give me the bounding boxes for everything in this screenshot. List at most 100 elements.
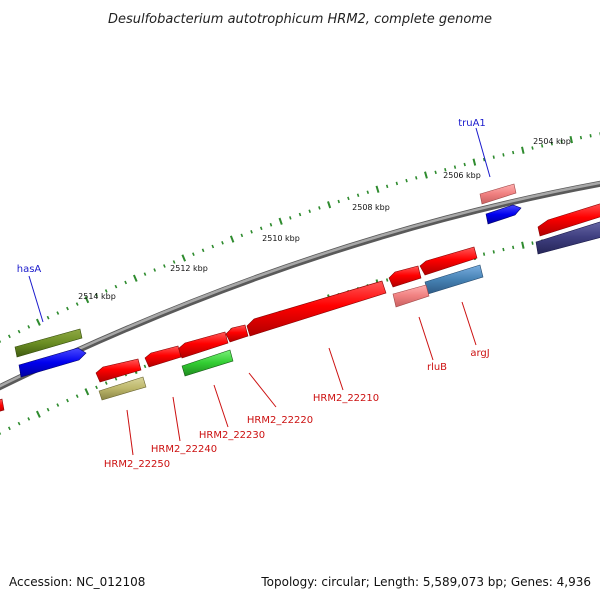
leader-lines — [28, 127, 491, 456]
ruler-tick — [395, 181, 399, 186]
gene-label-HRM2_22240[interactable]: HRM2_22240 — [151, 444, 217, 455]
gene-truA1-pink[interactable] — [479, 183, 517, 205]
gene-label-HRM2_22210[interactable]: HRM2_22210 — [313, 393, 379, 404]
ruler-tick — [17, 421, 21, 426]
leader-line-hasA — [28, 275, 44, 323]
gene-right-navy[interactable] — [535, 220, 600, 255]
leader-line-HRM2_22210 — [328, 347, 344, 391]
ruler-tick — [385, 278, 389, 282]
ruler-tick — [289, 216, 292, 220]
ruler-label: 2512 kbp — [170, 264, 208, 273]
ruler-tick — [114, 284, 118, 289]
leader-line-HRM2_22220 — [248, 372, 277, 408]
accession-text: Accession: NC_012108 — [9, 575, 145, 589]
ruler-tick — [259, 226, 263, 231]
ruler-tick — [143, 272, 147, 276]
ruler-tick — [153, 268, 157, 272]
leader-line-truA1 — [475, 127, 491, 178]
gene-HRM2_22220-red[interactable] — [225, 324, 249, 343]
ruler-tick — [7, 426, 11, 431]
gene-label-argJ[interactable]: argJ — [470, 348, 489, 359]
ruler-tick — [453, 165, 457, 169]
gene-HRM2_22230-red[interactable] — [177, 331, 229, 359]
ruler-label: 2510 kbp — [262, 234, 300, 243]
ruler-tick — [512, 245, 515, 250]
gene-truA1-blue[interactable] — [485, 204, 522, 225]
summary-text: Topology: circular; Length: 5,589,073 bp… — [260, 575, 591, 589]
gene-HRM2_22210-red[interactable] — [246, 280, 387, 337]
ruler-tick — [143, 364, 147, 369]
ruler-tick — [56, 403, 60, 407]
ruler-tick — [298, 212, 302, 217]
ruler-tick — [250, 230, 253, 234]
ruler-tick — [550, 142, 553, 146]
ruler-tick — [201, 248, 205, 253]
ruler-tick — [124, 280, 128, 285]
ruler-tick — [66, 306, 69, 311]
ruler-tick — [95, 385, 98, 390]
ruler-label: 2506 kbp — [443, 171, 481, 180]
ruler-tick — [502, 153, 505, 157]
ruler: 2504 kbp 2506 kbp 2508 kbp 2510 kbp 2512… — [78, 137, 571, 301]
gene-HRM2_22250-red[interactable] — [95, 358, 142, 383]
ruler-tick — [560, 139, 563, 144]
ruler-tick — [163, 264, 166, 268]
gene-label-HRM2_22220[interactable]: HRM2_22220 — [247, 415, 313, 426]
ruler-tick — [579, 135, 583, 140]
ruler-tick — [531, 241, 534, 245]
ruler-tick — [7, 334, 11, 339]
gene-argJ-red[interactable] — [419, 246, 478, 276]
gene-label-rluB[interactable]: rluB — [427, 362, 447, 373]
ruler-tick — [17, 329, 21, 334]
ruler-tick — [75, 302, 79, 306]
ruler-tick — [27, 417, 31, 421]
ruler-tick — [114, 377, 118, 381]
ruler-tick — [337, 199, 340, 204]
ruler-tick — [521, 241, 525, 249]
ruler-tick — [84, 388, 90, 396]
leader-line-HRM2_22240 — [172, 396, 181, 442]
gene-rluB-red[interactable] — [388, 265, 422, 288]
ruler-tick — [541, 144, 544, 148]
ruler-tick — [327, 201, 332, 209]
ruler-tick — [56, 311, 60, 315]
gene-label-hasA[interactable]: hasA — [17, 264, 42, 275]
ruler-tick — [66, 398, 69, 403]
gene-hasA-blue[interactable] — [18, 347, 87, 378]
ruler-tick — [385, 184, 389, 189]
ruler-tick — [521, 146, 525, 154]
gene-HRM2_22240-red[interactable] — [144, 345, 182, 368]
gene-label-HRM2_22230[interactable]: HRM2_22230 — [199, 430, 265, 441]
ruler-tick — [229, 235, 235, 243]
gene-left-edge-red[interactable] — [0, 398, 5, 413]
ruler-tick — [192, 252, 195, 256]
gene-label-HRM2_22250[interactable]: HRM2_22250 — [104, 459, 170, 470]
gene-label-truA1[interactable]: truA1 — [458, 118, 486, 129]
gene-right-red[interactable] — [537, 202, 600, 237]
ruler-label: 2504 kbp — [533, 137, 571, 146]
ruler-tick — [240, 233, 244, 238]
ruler-tick — [492, 155, 495, 159]
ruler-tick — [531, 146, 534, 150]
ruler-tick — [482, 252, 486, 256]
gene-hasA-olive[interactable] — [14, 328, 83, 358]
ruler-tick — [589, 134, 592, 138]
ruler-tick — [211, 244, 215, 249]
ruler-tick — [104, 381, 108, 385]
gene-labels: truA1 hasA argJ rluB HRM2_22210 HRM2_222… — [17, 118, 490, 470]
gene-rluB-pink[interactable] — [392, 284, 430, 308]
ruler-tick — [46, 407, 50, 412]
genes-forward-strand — [14, 183, 600, 378]
genes-reverse-strand — [0, 246, 484, 413]
ruler-tick — [35, 410, 41, 418]
gene-HRM2_22250-khaki[interactable] — [98, 376, 147, 401]
ruler-tick — [512, 150, 515, 155]
leader-line-HRM2_22250 — [126, 409, 134, 456]
ruler-tick — [104, 289, 108, 293]
ruler-tick — [405, 178, 408, 183]
gene-HRM2_22230-green[interactable] — [181, 349, 234, 377]
ruler-tick — [132, 274, 138, 282]
ruler-tick — [375, 185, 380, 193]
tick-ring-inner — [0, 228, 600, 435]
